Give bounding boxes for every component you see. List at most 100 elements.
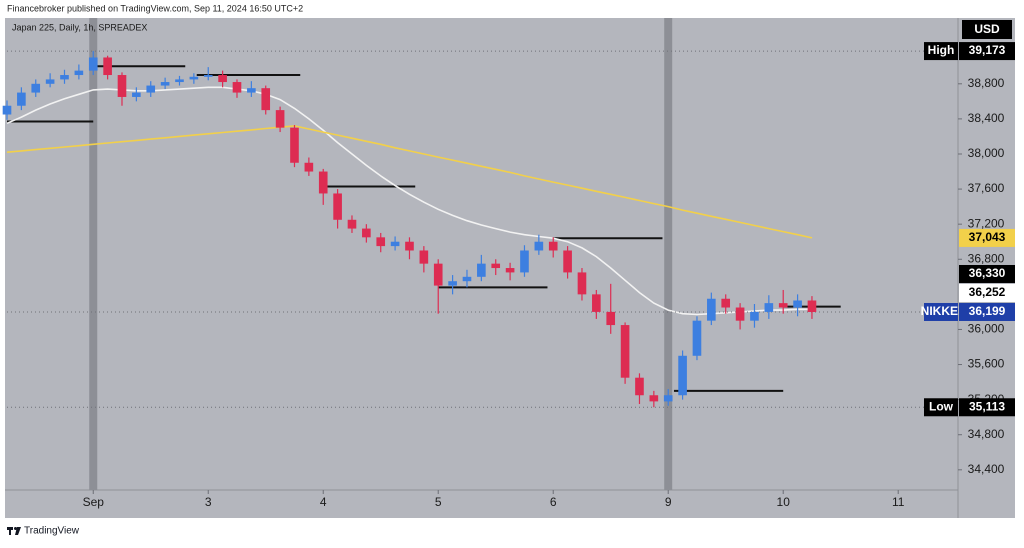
candle-body bbox=[304, 162, 314, 172]
candle bbox=[707, 292, 716, 326]
overlay-layer bbox=[6, 50, 958, 408]
price-badge bbox=[959, 228, 1015, 247]
candle-body bbox=[635, 377, 644, 396]
candle bbox=[635, 373, 644, 405]
candle-body bbox=[117, 75, 127, 97]
candle bbox=[577, 268, 587, 301]
candle-body bbox=[419, 250, 429, 264]
candle-body bbox=[750, 311, 759, 321]
candle-body bbox=[390, 241, 400, 247]
candle bbox=[692, 316, 702, 361]
back-layer bbox=[89, 18, 673, 490]
candle bbox=[477, 254, 486, 282]
candle-body bbox=[692, 320, 702, 356]
candle bbox=[117, 72, 127, 106]
badge-name-box bbox=[924, 398, 958, 417]
badge-name: High bbox=[928, 43, 955, 57]
candle-body bbox=[88, 57, 98, 71]
candle-body bbox=[433, 263, 443, 286]
y-tick-label: 38,800 bbox=[968, 76, 1005, 90]
candle bbox=[620, 322, 630, 384]
candle bbox=[333, 189, 342, 229]
candle-body bbox=[793, 300, 802, 308]
candle bbox=[448, 275, 457, 295]
candle bbox=[146, 81, 156, 97]
y-tick-label: 37,600 bbox=[968, 181, 1005, 195]
price-badge-label: 36,199 bbox=[969, 304, 1006, 318]
x-tick-label: 9 bbox=[665, 495, 672, 509]
candle-body bbox=[290, 127, 299, 163]
tradingview-logo bbox=[7, 527, 21, 535]
currency-box bbox=[962, 20, 1012, 39]
candle bbox=[678, 350, 687, 400]
candle-body bbox=[678, 355, 687, 396]
candle bbox=[764, 295, 774, 319]
candle-body bbox=[103, 57, 112, 76]
candle bbox=[462, 269, 472, 288]
candle bbox=[505, 262, 515, 281]
candle bbox=[721, 294, 731, 314]
candle bbox=[362, 224, 371, 243]
candle-body bbox=[232, 82, 242, 93]
x-tick-label: 10 bbox=[777, 495, 791, 509]
candle bbox=[347, 215, 357, 233]
candle-body bbox=[405, 241, 414, 251]
price-badge-label: 36,330 bbox=[969, 266, 1006, 280]
candle bbox=[491, 259, 501, 276]
price-badge bbox=[959, 283, 1015, 302]
candle-body bbox=[261, 88, 271, 111]
candle bbox=[17, 87, 26, 111]
candle-body bbox=[563, 250, 572, 273]
candle bbox=[261, 85, 271, 115]
candle-body bbox=[477, 263, 486, 277]
price-badge-label: 39,173 bbox=[969, 43, 1006, 57]
candle-body bbox=[275, 110, 285, 128]
candle-body bbox=[146, 85, 156, 93]
candle-body bbox=[203, 75, 213, 77]
candle bbox=[60, 69, 69, 84]
candle-body bbox=[347, 219, 357, 229]
candle bbox=[45, 73, 55, 88]
candle bbox=[807, 296, 817, 319]
candle-body bbox=[31, 83, 41, 93]
y-tick-label: 36,000 bbox=[968, 322, 1005, 336]
candle bbox=[88, 51, 98, 76]
x-tick-label: 6 bbox=[550, 495, 557, 509]
y-tick-label: 36,800 bbox=[968, 251, 1005, 265]
candle bbox=[103, 55, 112, 80]
candle bbox=[275, 106, 285, 133]
candle-body bbox=[721, 298, 731, 308]
candle-body bbox=[45, 79, 55, 84]
candle bbox=[318, 168, 328, 205]
x-tick-label: 5 bbox=[435, 495, 442, 509]
y-tick-label: 37,200 bbox=[968, 216, 1005, 230]
candle-body bbox=[189, 76, 199, 80]
candle-body bbox=[362, 228, 371, 238]
candle bbox=[132, 87, 141, 102]
price-badge bbox=[959, 398, 1015, 417]
candle-body bbox=[649, 395, 659, 402]
candle-body bbox=[663, 395, 673, 402]
x-tick-label: 3 bbox=[205, 495, 212, 509]
x-tick-label: 4 bbox=[320, 495, 327, 509]
candle bbox=[405, 237, 414, 260]
candle-body bbox=[807, 300, 817, 312]
publisher-header: Financebroker published on TradingView.c… bbox=[7, 3, 303, 13]
candle bbox=[232, 79, 242, 98]
y-tick-label: 38,400 bbox=[968, 111, 1005, 125]
candle-body bbox=[175, 79, 184, 83]
badge-name: NIKKEI bbox=[921, 304, 962, 318]
candle-body bbox=[534, 241, 544, 251]
candle-body bbox=[74, 70, 84, 76]
candle-body bbox=[132, 92, 141, 97]
candle-body bbox=[735, 307, 745, 321]
candle bbox=[175, 75, 184, 86]
session-break bbox=[664, 18, 673, 490]
candle bbox=[534, 234, 544, 255]
candle-body bbox=[707, 298, 716, 321]
candle bbox=[419, 246, 429, 273]
candle bbox=[606, 283, 616, 334]
candle-body bbox=[592, 294, 601, 312]
y-tick-label: 34,800 bbox=[968, 427, 1005, 441]
